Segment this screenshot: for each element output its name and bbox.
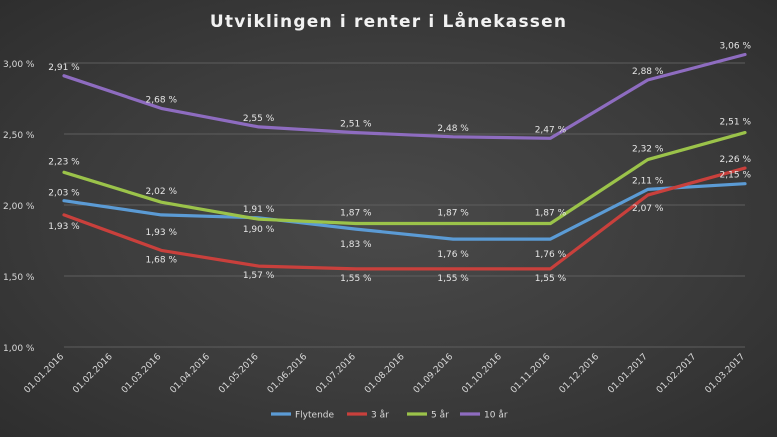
y-axis-tick-labels: 1,00 % 1,50 % 2,00 % 2,50 % 3,00 % xyxy=(3,60,35,354)
legend-label-0: Flytende xyxy=(295,411,334,421)
x-axis-tick-labels: 01.01.2016 01.02.2016 01.03.2016 01.04.2016… xyxy=(23,352,748,396)
data-label: 1,91 % xyxy=(243,205,275,215)
data-label: 2,47 % xyxy=(535,125,567,135)
data-label: 1,68 % xyxy=(146,255,178,265)
x-tick-label: 01.01.2017 xyxy=(606,352,650,396)
series-line-3 xyxy=(62,52,747,140)
data-label: 1,83 % xyxy=(340,240,372,250)
data-label: 2,55 % xyxy=(243,114,275,124)
data-label: 2,15 % xyxy=(720,171,752,181)
chart-title: Utviklingen i renter i Lånekassen xyxy=(209,12,568,32)
data-label: 1,93 % xyxy=(48,222,80,232)
data-label: 2,26 % xyxy=(720,155,752,165)
x-tick-label: 01.09.2016 xyxy=(412,352,456,396)
data-label: 2,68 % xyxy=(146,95,178,105)
data-label: 3,06 % xyxy=(720,41,752,51)
data-label: 1,55 % xyxy=(340,274,372,284)
data-label: 2,03 % xyxy=(48,189,80,199)
data-label: 1,55 % xyxy=(437,274,469,284)
data-label: 2,88 % xyxy=(632,67,664,77)
legend-label-1: 3 år xyxy=(371,410,389,421)
data-label: 1,87 % xyxy=(340,208,372,218)
data-label: 1,55 % xyxy=(535,274,567,284)
y-tick-label: 1,00 % xyxy=(3,344,35,354)
legend-label-3: 10 år xyxy=(484,410,508,421)
data-label: 2,48 % xyxy=(437,124,469,134)
legend-label-2: 5 år xyxy=(431,410,449,421)
series-line-0 xyxy=(62,182,747,241)
data-label: 1,76 % xyxy=(437,250,469,260)
data-label: 2,32 % xyxy=(632,145,664,155)
series-line-2 xyxy=(62,131,747,226)
data-label: 2,51 % xyxy=(340,120,372,130)
x-tick-label: 01.01.2016 xyxy=(23,352,67,396)
series-lines xyxy=(62,52,747,271)
data-label: 2,51 % xyxy=(720,118,752,128)
data-label: 1,87 % xyxy=(535,208,567,218)
x-tick-label: 01.05.2016 xyxy=(217,352,261,396)
x-tick-label: 01.08.2016 xyxy=(363,352,407,396)
data-label: 2,23 % xyxy=(48,157,80,167)
series-line-1 xyxy=(62,166,747,271)
data-label: 1,93 % xyxy=(146,228,178,238)
x-tick-label: 01.12.2016 xyxy=(558,352,602,396)
x-tick-label: 01.03.2017 xyxy=(704,352,748,396)
x-tick-label: 01.07.2016 xyxy=(314,352,358,396)
y-tick-label: 2,00 % xyxy=(3,202,35,212)
y-tick-label: 3,00 % xyxy=(3,60,35,70)
data-label: 2,07 % xyxy=(632,204,664,214)
data-label: 1,90 % xyxy=(243,225,275,235)
data-label: 2,02 % xyxy=(146,187,178,197)
data-labels: 2,03 % 1,93 % 1,91 % 1,83 % 1,76 % 1,76 % 2,11… xyxy=(48,41,751,283)
data-label: 1,76 % xyxy=(535,250,567,260)
legend: Flytende 3 år 5 år 10 år xyxy=(271,410,508,421)
data-label: 2,11 % xyxy=(632,176,664,186)
x-tick-label: 01.11.2016 xyxy=(509,352,553,396)
x-tick-label: 01.04.2016 xyxy=(169,352,213,396)
x-tick-label: 01.06.2016 xyxy=(266,352,310,396)
x-tick-label: 01.02.2017 xyxy=(655,352,699,396)
data-label: 1,87 % xyxy=(437,208,469,218)
x-tick-label: 01.02.2016 xyxy=(71,352,115,396)
data-label: 2,91 % xyxy=(48,63,80,73)
x-tick-label: 01.10.2016 xyxy=(460,352,504,396)
x-tick-label: 01.03.2016 xyxy=(120,352,164,396)
data-label: 1,57 % xyxy=(243,271,275,281)
y-tick-label: 1,50 % xyxy=(3,273,35,283)
y-tick-label: 2,50 % xyxy=(3,131,35,141)
